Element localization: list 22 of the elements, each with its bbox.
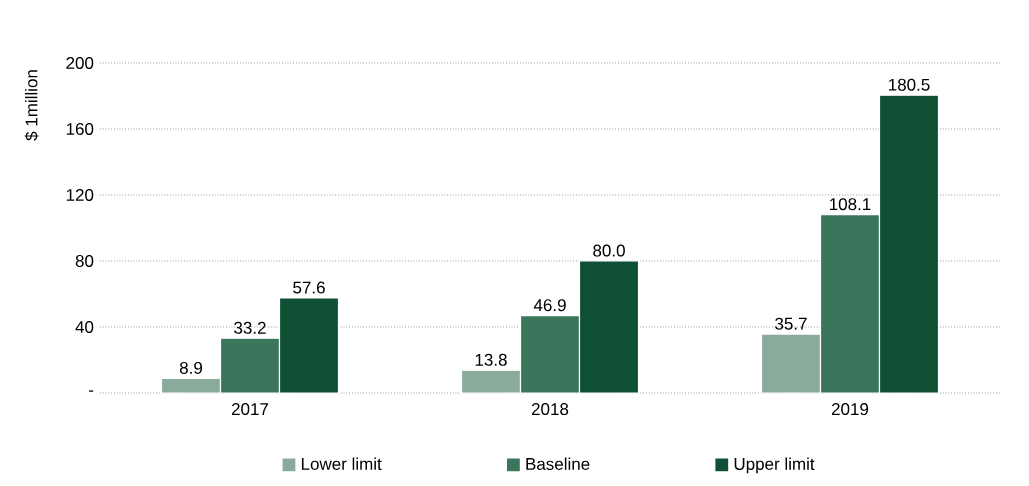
y-tick-label: 120 bbox=[66, 188, 94, 201]
y-tick-label: 200 bbox=[66, 56, 94, 69]
y-tick-label: 40 bbox=[75, 320, 94, 333]
data-label: 13.8 bbox=[475, 353, 507, 366]
data-label: 180.5 bbox=[889, 78, 930, 91]
data-label: 57.6 bbox=[293, 281, 325, 294]
y-tick-label: 160 bbox=[66, 122, 94, 135]
data-label: 8.9 bbox=[179, 361, 203, 374]
data-label: 108.1 bbox=[830, 198, 871, 211]
data-label: 80.0 bbox=[593, 244, 625, 257]
legend-label: Lower limit bbox=[301, 457, 382, 470]
y-tick-label: - bbox=[89, 390, 94, 392]
data-label: 46.9 bbox=[533, 299, 566, 312]
x-tick-label: 2017 bbox=[231, 403, 269, 416]
legend-label: Upper limit bbox=[734, 457, 815, 474]
y-axis-title: $ 1million bbox=[24, 70, 39, 141]
data-label: 35.7 bbox=[775, 317, 807, 330]
data-label: 33.2 bbox=[234, 321, 266, 334]
y-tick-label: 80 bbox=[75, 254, 94, 267]
x-tick-label: 2019 bbox=[831, 403, 869, 416]
legend-label: Baseline bbox=[526, 457, 590, 470]
x-tick-label: 2018 bbox=[531, 403, 569, 416]
